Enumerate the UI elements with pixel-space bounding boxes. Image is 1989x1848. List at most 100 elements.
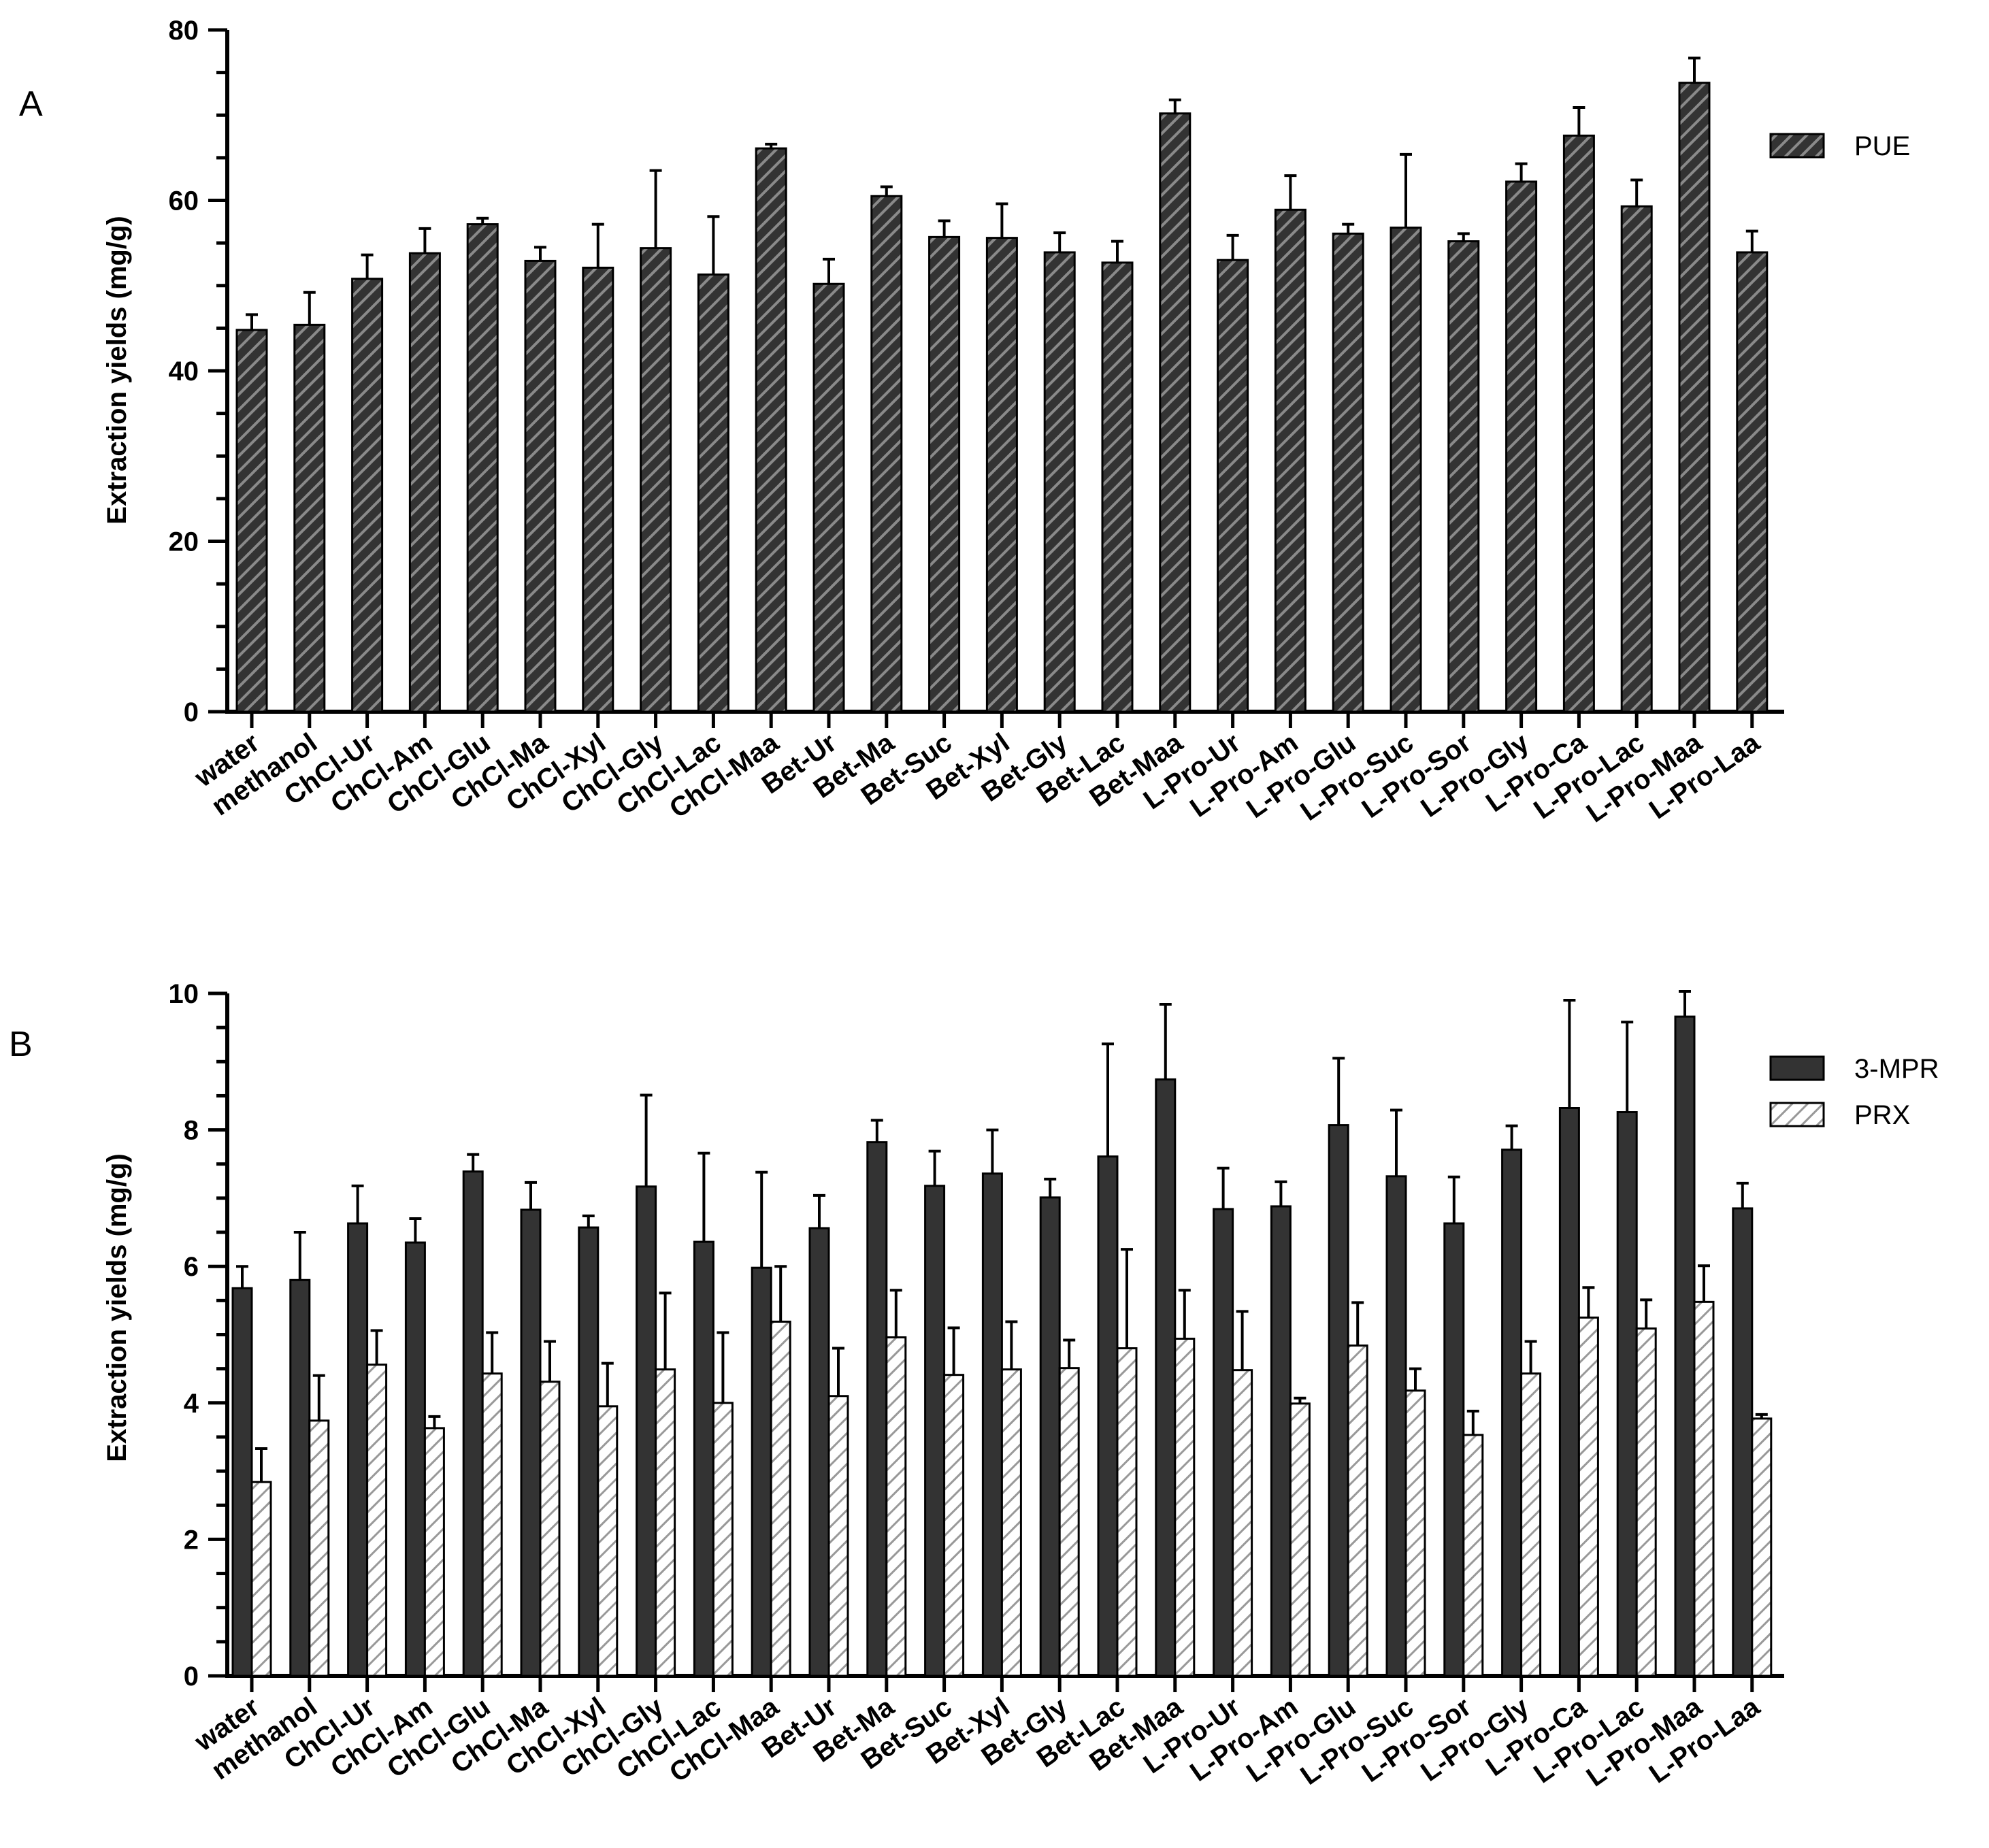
- panel-b-bar-3-mpr-chcl-xyl: [578, 1226, 599, 1677]
- panel-b-bar-prx-l-pro-sor: [1462, 1434, 1484, 1677]
- panel-b-bar-3-mpr-bet-xyl: [981, 1172, 1003, 1677]
- panel-a-bar-pue-chcl-xyl: [582, 266, 614, 713]
- panel-b-bar-3-mpr-chcl-ma: [520, 1208, 542, 1677]
- panel-a-bar-pue-l-pro-sor: [1447, 240, 1480, 713]
- panel-b-bar-prx-chcl-ma: [539, 1381, 561, 1677]
- panel-b-bar-prx-chcl-ur: [366, 1364, 388, 1677]
- panel-a-bar-pue-l-pro-suc: [1390, 227, 1422, 713]
- panel-b-bar-prx-water: [250, 1481, 272, 1677]
- panel-a-y-tick-label: 20: [169, 527, 199, 557]
- panel-b-bar-3-mpr-chcl-ur: [347, 1222, 369, 1677]
- panel-a-bar-pue-bet-xyl: [985, 237, 1018, 713]
- panel-a-bar-pue-bet-suc: [928, 235, 961, 713]
- panel-b-bar-3-mpr-l-pro-gly: [1501, 1149, 1523, 1677]
- panel-a-y-tick-label: 0: [184, 697, 199, 727]
- panel-b-bar-3-mpr-bet-lac: [1097, 1155, 1119, 1677]
- panel-a-bar-pue-chcl-lac: [697, 273, 729, 713]
- panel-b-bar-3-mpr-bet-gly: [1039, 1196, 1061, 1677]
- panel-b-bar-prx-l-pro-ca: [1577, 1316, 1599, 1677]
- panel-b-bar-3-mpr-l-pro-lac: [1616, 1111, 1638, 1677]
- panel-a-bar-pue-l-pro-lac: [1620, 205, 1653, 713]
- panel-b-bar-3-mpr-l-pro-sor: [1443, 1222, 1465, 1677]
- panel-b-bar-prx-chcl-xyl: [597, 1405, 619, 1677]
- panel-b-bar-3-mpr-bet-suc: [924, 1185, 946, 1677]
- panel-b-y-tick-label: 2: [184, 1525, 199, 1555]
- panel-a-y-tick-label: 60: [169, 186, 199, 216]
- panel-b-y-tick-label: 10: [169, 979, 199, 1009]
- panel-a-bar-pue-l-pro-ca: [1562, 134, 1595, 713]
- panel-b-bar-3-mpr-water: [231, 1287, 253, 1677]
- panel-a-bar-pue-chcl-am: [408, 252, 441, 713]
- panel-b-bar-prx-chcl-lac: [712, 1402, 734, 1677]
- panel-b-bar-prx-chcl-glu: [481, 1372, 503, 1677]
- panel-b-bar-prx-bet-lac: [1116, 1347, 1138, 1677]
- panel-b-bar-prx-bet-gly: [1058, 1367, 1080, 1677]
- panel-a-bar-pue-methanol: [293, 323, 326, 713]
- panel-b-bar-3-mpr-l-pro-glu: [1328, 1124, 1349, 1677]
- panel-b-bar-3-mpr-bet-ma: [866, 1141, 888, 1677]
- panel-b-bar-3-mpr-methanol: [289, 1278, 311, 1677]
- panel-b-bar-prx-bet-maa: [1174, 1338, 1196, 1677]
- panel-a-y-axis-label: Extraction yields (mg/g): [102, 216, 132, 524]
- panel-a-bar-pue-l-pro-maa: [1678, 82, 1711, 713]
- panel-a-bar-pue-bet-ma: [870, 195, 903, 713]
- panel-a-bar-pue-bet-ur: [812, 282, 845, 713]
- panel-a-letter: A: [19, 84, 43, 124]
- panel-b-bar-prx-l-pro-gly: [1520, 1372, 1542, 1677]
- panel-b-bar-prx-chcl-maa: [770, 1320, 791, 1677]
- panel-a-bar-pue-l-pro-glu: [1332, 232, 1364, 713]
- panel-b-y-tick-label: 0: [184, 1662, 199, 1692]
- panel-b-bar-prx-chcl-am: [423, 1427, 445, 1677]
- panel-a-bar-pue-bet-gly: [1043, 251, 1076, 713]
- panel-a-bar-pue-chcl-ma: [524, 259, 557, 713]
- panel-a-bar-pue-chcl-glu: [466, 223, 499, 713]
- panel-b-y-tick-label: 4: [184, 1389, 199, 1419]
- panel-b-bar-3-mpr-l-pro-maa: [1674, 1015, 1696, 1677]
- panel-a-bar-pue-water: [235, 329, 268, 713]
- legend-swatch-pue: [1769, 133, 1825, 159]
- panel-b-bar-3-mpr-chcl-glu: [462, 1170, 484, 1677]
- panel-b-bar-3-mpr-l-pro-laa: [1732, 1207, 1754, 1677]
- panel-b-letter: B: [9, 1025, 33, 1064]
- panel-a-y-tick-label: 40: [169, 357, 199, 386]
- panel-b-bar-3-mpr-chcl-maa: [751, 1266, 772, 1677]
- panel-b-bar-3-mpr-l-pro-suc: [1385, 1175, 1407, 1677]
- panel-b-bar-prx-bet-suc: [943, 1374, 965, 1677]
- panel-a-y-tick-label: 80: [169, 16, 199, 46]
- legend-label-prx: PRX: [1854, 1100, 1910, 1130]
- panel-a-bar-pue-bet-maa: [1159, 112, 1191, 713]
- panel-b-bar-3-mpr-bet-maa: [1155, 1078, 1177, 1677]
- legend-swatch-prx: [1769, 1102, 1825, 1127]
- panel-b-bar-3-mpr-bet-ur: [808, 1227, 830, 1677]
- panel-a-bar-pue-chcl-gly: [640, 247, 672, 713]
- panel-a-bar-pue-chcl-ur: [351, 278, 384, 713]
- legend-label-pue: PUE: [1854, 131, 1910, 161]
- panel-b-bar-prx-methanol: [308, 1419, 330, 1677]
- panel-b-y-tick-label: 6: [184, 1252, 199, 1282]
- panel-b-bar-prx-l-pro-am: [1289, 1402, 1311, 1677]
- legend-swatch-3-mpr: [1769, 1055, 1825, 1081]
- panel-b-bar-prx-l-pro-laa: [1751, 1417, 1773, 1677]
- panel-b-bar-prx-l-pro-suc: [1404, 1389, 1426, 1677]
- panel-b-bar-3-mpr-chcl-lac: [693, 1240, 714, 1677]
- panel-b-bar-3-mpr-l-pro-ca: [1558, 1107, 1580, 1677]
- panel-a-bar-pue-bet-lac: [1101, 261, 1134, 713]
- panel-a-bar-pue-l-pro-gly: [1505, 180, 1538, 713]
- panel-a-bar-pue-chcl-maa: [755, 147, 787, 713]
- panel-b-bar-prx-bet-ma: [885, 1336, 907, 1677]
- panel-a-bar-pue-l-pro-laa: [1736, 251, 1769, 713]
- panel-b-bar-prx-l-pro-lac: [1635, 1327, 1657, 1677]
- panel-b-bar-prx-bet-xyl: [1000, 1368, 1022, 1677]
- panel-a-legend: PUE: [1769, 131, 1910, 161]
- panel-b-bar-prx-l-pro-glu: [1347, 1344, 1368, 1677]
- panel-b-bar-3-mpr-chcl-gly: [636, 1185, 657, 1677]
- panel-b-bar-prx-l-pro-maa: [1693, 1300, 1715, 1677]
- legend-label-3-mpr: 3-MPR: [1854, 1054, 1939, 1084]
- panel-b-bar-3-mpr-l-pro-ur: [1213, 1208, 1234, 1677]
- panel-b-legend: 3-MPR PRX: [1769, 1054, 1939, 1130]
- panel-b-y-tick-label: 8: [184, 1116, 199, 1146]
- panel-b-y-axis-label: Extraction yields (mg/g): [102, 1153, 132, 1462]
